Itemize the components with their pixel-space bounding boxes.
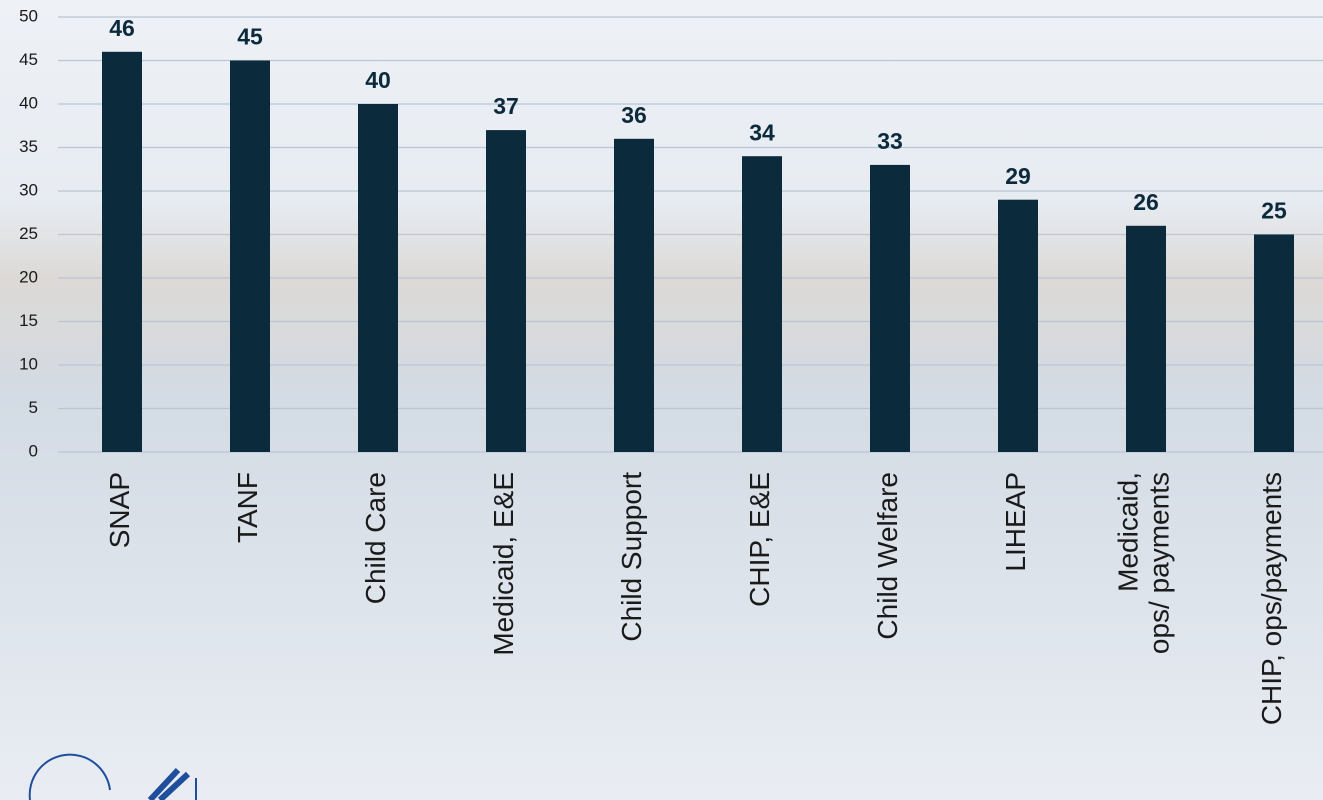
- x-tick-label: SNAP: [104, 472, 135, 548]
- bar: [1126, 225, 1166, 452]
- x-tick-label: LIHEAP: [1000, 472, 1031, 572]
- data-label: 46: [109, 15, 135, 41]
- data-label: 45: [237, 24, 263, 50]
- bar: [358, 104, 398, 452]
- data-label: 33: [877, 128, 903, 154]
- y-tick-label: 5: [29, 398, 38, 417]
- logo: [28, 753, 197, 800]
- y-tick-label: 0: [29, 441, 38, 460]
- y-tick-label: 30: [19, 180, 38, 199]
- data-label: 29: [1005, 163, 1031, 189]
- y-tick-label: 45: [19, 50, 38, 69]
- y-tick-label: 15: [19, 311, 38, 330]
- bar: [1254, 234, 1294, 452]
- y-tick-label: 35: [19, 137, 38, 156]
- y-tick-label: 25: [19, 224, 38, 243]
- y-tick-label: 20: [19, 267, 38, 286]
- data-label: 34: [749, 119, 775, 145]
- x-tick-label: Child Care: [360, 472, 391, 604]
- bar: [230, 60, 270, 452]
- bar: [102, 51, 142, 453]
- y-tick-label: 50: [19, 6, 38, 25]
- bar: [486, 130, 526, 452]
- data-label: 25: [1261, 198, 1287, 224]
- data-label: 37: [493, 93, 519, 119]
- bar: [870, 164, 910, 452]
- bar: [998, 199, 1038, 452]
- data-label: 40: [365, 67, 391, 93]
- x-tick-label: Medicaid,ops/ payments: [1113, 472, 1175, 654]
- bar: [742, 156, 782, 452]
- y-tick-label: 10: [19, 354, 38, 373]
- x-tick-label: Child Welfare: [872, 472, 903, 640]
- x-tick-label: Child Support: [616, 472, 647, 642]
- data-label: 36: [621, 102, 647, 128]
- x-tick-label: CHIP, ops/payments: [1256, 472, 1287, 725]
- data-label: 26: [1133, 189, 1159, 215]
- x-tick-label: CHIP, E&E: [744, 472, 775, 607]
- y-tick-label: 40: [19, 93, 38, 112]
- x-tick-label: TANF: [232, 472, 263, 543]
- x-tick-label: Medicaid, E&E: [488, 472, 519, 656]
- bar: [614, 138, 654, 453]
